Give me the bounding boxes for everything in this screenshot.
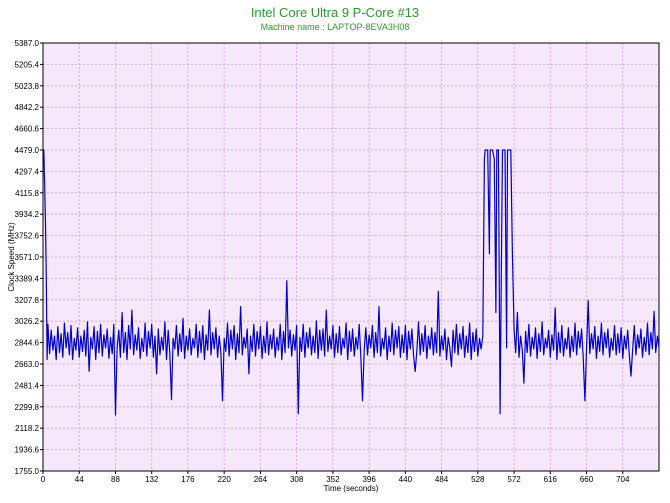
y-tick-label: 2844.6 [15,339,40,348]
x-tick-label: 660 [580,475,594,484]
y-tick-label: 4842.2 [15,103,40,112]
y-tick-label: 5205.4 [15,60,40,69]
clock-speed-line [43,149,660,416]
y-tick-label: 4479.0 [15,146,40,155]
y-tick-label: 2299.8 [15,403,40,412]
y-tick-label: 1755.0 [15,467,40,476]
x-tick-label: 704 [616,475,630,484]
y-tick-label: 2481.4 [15,381,40,390]
chart-subtitle: Machine name : LAPTOP-8EVA3H08 [260,22,410,32]
y-tick-label: 3934.2 [15,210,40,219]
y-tick-label: 3026.2 [15,317,40,326]
x-tick-label: 440 [399,475,413,484]
y-tick-label: 3571.0 [15,253,40,262]
x-tick-label: 44 [75,475,84,484]
y-tick-label: 5387.0 [15,39,40,48]
y-tick-label: 1936.6 [15,446,40,455]
x-tick-label: 572 [507,475,521,484]
y-axis-ticks: 1755.0 1936.6 2118.2 2299.8 2481.4 2663.0 2844… [15,39,43,476]
y-tick-label: 2663.0 [15,360,40,369]
y-gridlines [43,64,659,451]
x-tick-label: 176 [181,475,195,484]
x-tick-label: 132 [145,475,159,484]
x-tick-label: 352 [326,475,340,484]
y-tick-label: 2118.2 [15,424,39,433]
y-tick-label: 4660.6 [15,125,40,134]
x-tick-label: 396 [362,475,376,484]
x-tick-label: 0 [41,475,46,484]
y-tick-label: 5023.8 [15,82,40,91]
x-tick-label: 528 [471,475,485,484]
x-axis-label: Time (seconds) [324,484,379,493]
y-tick-label: 3207.8 [15,296,40,305]
chart-title: Intel Core Ultra 9 P-Core #13 [250,5,420,20]
x-tick-label: 264 [254,475,268,484]
y-tick-label: 3389.4 [15,274,40,283]
x-tick-label: 88 [111,475,120,484]
x-tick-label: 308 [290,475,304,484]
x-axis-ticks: 0 44 88 132 176 220 264 308 352 396 440 484 528 572 61… [41,471,630,484]
y-tick-label: 4297.4 [15,167,40,176]
x-tick-label: 484 [435,475,449,484]
y-tick-label: 3752.6 [15,232,40,241]
y-axis-label: Clock Speed (MHz) [7,222,16,292]
x-tick-label: 616 [544,475,558,484]
x-tick-label: 220 [217,475,231,484]
y-tick-label: 4115.8 [15,189,39,198]
